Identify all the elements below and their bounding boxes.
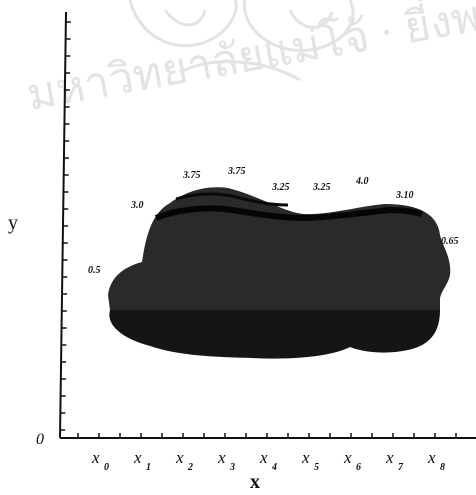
svg-text:x: x <box>175 448 184 467</box>
shaded-region <box>108 187 451 359</box>
x-tick-label-5: x5 <box>301 448 319 473</box>
region-upper <box>108 187 451 310</box>
boundary-band-inner <box>175 192 289 207</box>
svg-text:4: 4 <box>271 462 277 473</box>
svg-text:x: x <box>385 448 394 467</box>
x-tick-label-7: x7 <box>385 448 404 473</box>
x-tick-label-4: x4 <box>259 448 277 473</box>
boundary-label-7: 3.10 <box>395 190 414 201</box>
boundary-label-6: 4.0 <box>355 176 369 187</box>
x-tick-label-3: x3 <box>217 448 235 473</box>
x-tick-label-1: x1 <box>133 448 151 473</box>
svg-text:x: x <box>427 448 436 467</box>
svg-text:3: 3 <box>229 462 235 473</box>
svg-text:x: x <box>343 448 352 467</box>
x-tick-label-8: x8 <box>427 448 445 473</box>
y-axis-ticks <box>60 21 71 431</box>
svg-text:6: 6 <box>356 462 361 473</box>
watermark: มหาวิทยาลัยแม่โจ้ · ยี่งพระจอมเกล้าเจ้าค… <box>22 0 476 122</box>
svg-text:x: x <box>301 448 310 467</box>
svg-text:7: 7 <box>398 462 404 473</box>
boundary-label-1: 3.0 <box>130 200 144 211</box>
x-tick-label-6: x6 <box>343 448 361 473</box>
region-lower <box>109 310 440 359</box>
boundary-label-3: 3.75 <box>227 166 246 177</box>
x-tick-labels: x0 x1 x2 x3 x4 x5 x6 x7 x8 <box>91 448 445 473</box>
x-axis-ticks <box>77 433 457 438</box>
watermark-text: มหาวิทยาลัยแม่โจ้ · ยี่งพระจอมเกล้าเจ้าค… <box>22 0 476 122</box>
svg-text:x: x <box>91 448 100 467</box>
svg-text:8: 8 <box>440 462 445 473</box>
boundary-label-4: 3.25 <box>271 182 290 193</box>
boundary-band-outer <box>154 205 423 222</box>
boundary-label-8: 0.65 <box>441 236 459 247</box>
y-axis-line <box>59 11 67 439</box>
svg-text:2: 2 <box>187 462 193 473</box>
boundary-label-0: 0.5 <box>88 265 101 276</box>
svg-text:x: x <box>259 448 268 467</box>
svg-text:x: x <box>217 448 226 467</box>
svg-text:5: 5 <box>314 462 319 473</box>
boundary-label-2: 3.75 <box>182 170 201 181</box>
x-axis-label: x <box>250 471 260 493</box>
svg-text:1: 1 <box>146 462 151 473</box>
boundary-labels: 0.5 3.0 3.75 3.75 3.25 3.25 4.0 3.10 0.6… <box>88 166 459 276</box>
y-axis-label: y <box>8 212 18 234</box>
origin-label: 0 <box>36 431 44 448</box>
svg-text:x: x <box>133 448 142 467</box>
watermark-seal <box>128 0 355 82</box>
boundary-label-5: 3.25 <box>312 182 331 193</box>
x-tick-label-2: x2 <box>175 448 193 473</box>
x-tick-label-0: x0 <box>91 448 109 473</box>
axes: 0 y x <box>8 11 476 493</box>
svg-text:0: 0 <box>104 462 109 473</box>
